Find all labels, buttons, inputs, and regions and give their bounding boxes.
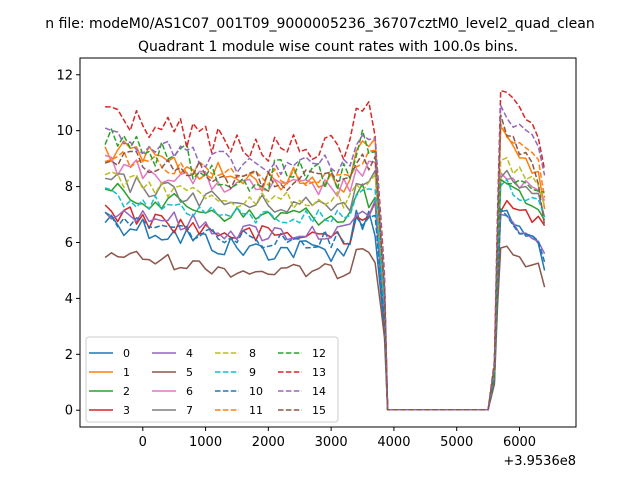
legend-label: 8	[249, 347, 256, 360]
legend-label: 14	[312, 385, 326, 398]
y-tick-label: 12	[56, 68, 73, 83]
x-axis: 0 1000 2000 3000 4000 5000 6000	[139, 427, 536, 450]
series-line-15	[104, 114, 546, 411]
legend-label: 4	[186, 347, 193, 360]
series-lines	[104, 89, 546, 411]
legend-label: 7	[186, 404, 193, 417]
y-tick-label: 10	[56, 124, 73, 139]
legend-label: 6	[186, 385, 193, 398]
x-tick-label: 2000	[252, 435, 285, 450]
legend-label: 10	[249, 385, 263, 398]
legend-frame	[85, 336, 339, 423]
legend-label: 3	[123, 404, 130, 417]
legend-label: 12	[312, 347, 326, 360]
y-tick-label: 6	[65, 236, 73, 251]
y-tick-label: 4	[65, 292, 73, 307]
legend-label: 1	[123, 366, 130, 379]
x-tick-label: 1000	[189, 435, 222, 450]
figure-suptitle: n file: modeM0/AS1C07_001T09_9000005236_…	[45, 16, 594, 32]
legend-label: 2	[123, 385, 130, 398]
x-tick-label: 4000	[377, 435, 410, 450]
series-line-13	[105, 89, 546, 411]
x-tick-label: 3000	[315, 435, 348, 450]
series-line-14	[104, 104, 546, 411]
legend-label: 5	[186, 366, 193, 379]
y-tick-label: 2	[65, 348, 73, 363]
chart-title: Quadrant 1 module wise count rates with …	[138, 39, 518, 55]
x-tick-label: 5000	[440, 435, 473, 450]
legend-label: 13	[312, 366, 326, 379]
legend-label: 15	[312, 404, 326, 417]
y-tick-label: 0	[65, 404, 73, 419]
legend-label: 11	[249, 404, 263, 417]
x-tick-label: 0	[139, 435, 147, 450]
y-tick-label: 8	[65, 180, 73, 195]
x-offset-label: +3.9536e8	[503, 454, 576, 469]
y-axis: 0 2 4 6 8 10 12	[56, 68, 80, 419]
x-tick-label: 6000	[503, 435, 536, 450]
legend-label: 9	[249, 366, 256, 379]
legend-label: 0	[123, 347, 130, 360]
